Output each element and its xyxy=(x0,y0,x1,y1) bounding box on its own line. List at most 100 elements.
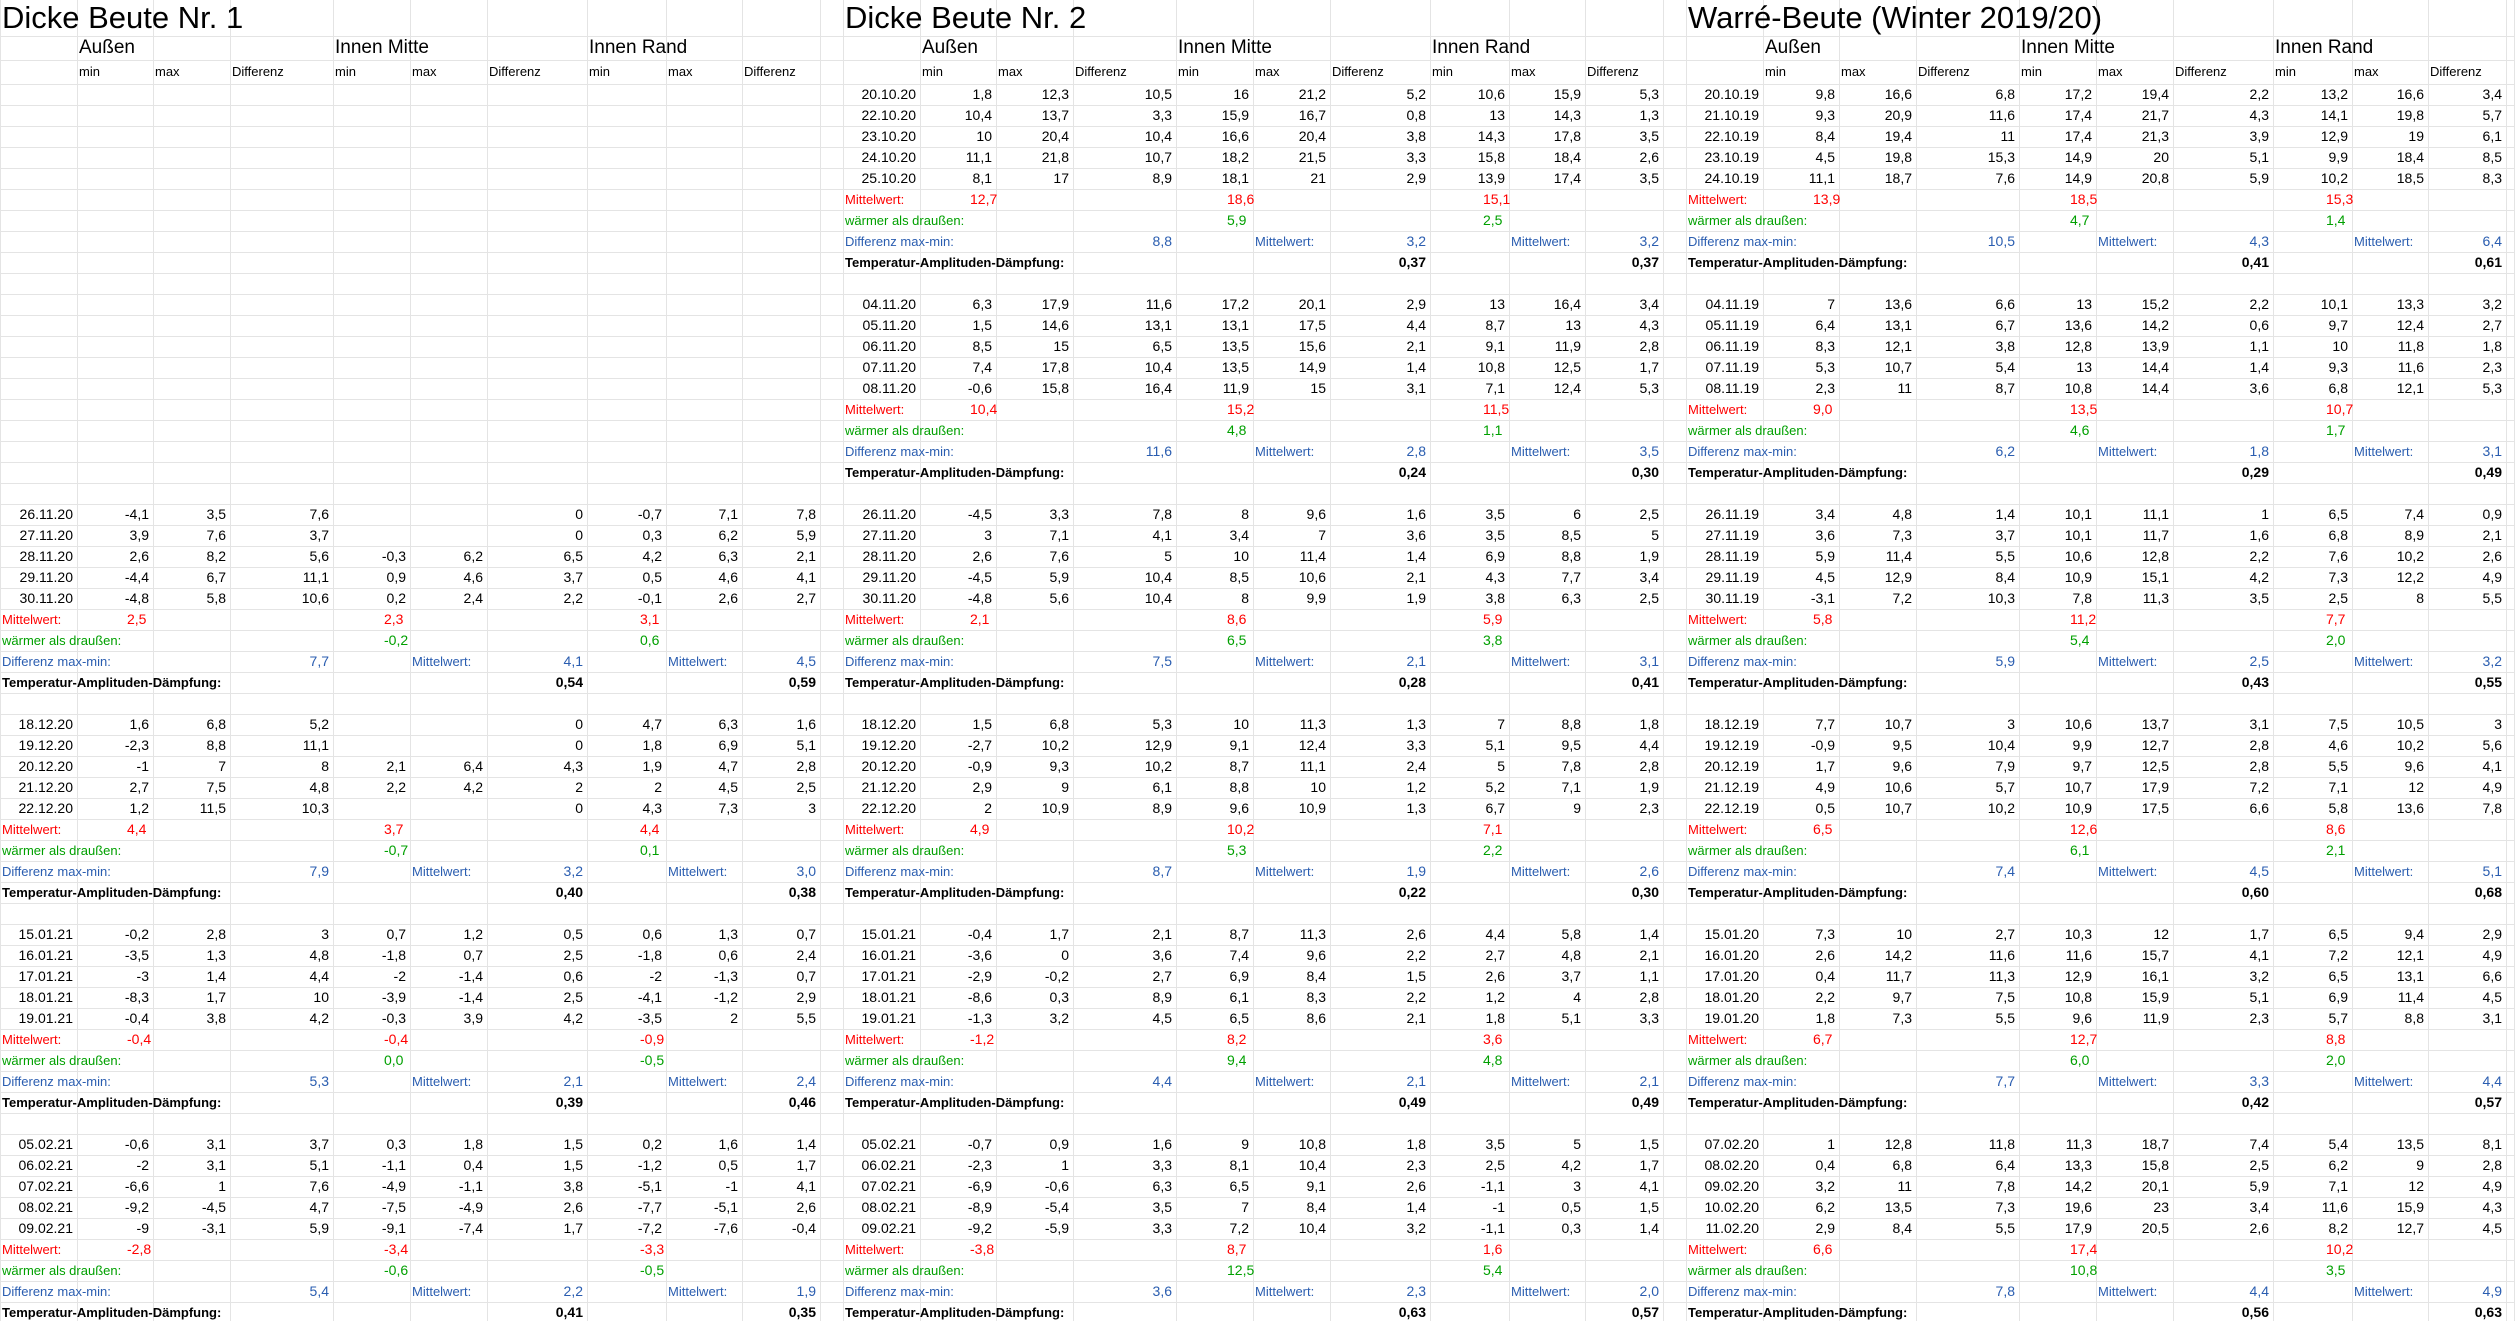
value-cell: 3,5 xyxy=(1152,1199,1172,1215)
value-cell: 2,6 xyxy=(1815,947,1835,963)
date-cell: 21.12.19 xyxy=(1704,779,1760,795)
value-cell: 13,6 xyxy=(2396,800,2424,816)
value-cell: 10,8 xyxy=(2064,989,2092,1005)
value-cell: 2,7 xyxy=(2482,317,2502,333)
value-cell: 5,1 xyxy=(796,737,816,753)
value-cell: -0,7 xyxy=(637,506,662,522)
value-cell: 10,5 xyxy=(1144,86,1172,102)
value-cell: 2,2 xyxy=(386,779,406,795)
value-cell: 2,5 xyxy=(563,989,583,1005)
date-cell: 30.11.20 xyxy=(862,590,916,606)
value-cell: 8,4 xyxy=(1892,1220,1912,1236)
value-cell: -1,1 xyxy=(458,1178,483,1194)
value-cell: 5,7 xyxy=(1995,779,2015,795)
value-cell: 4 xyxy=(1573,989,1581,1005)
value-cell: 4,1 xyxy=(1639,1178,1659,1194)
value-cell: -1,8 xyxy=(637,947,662,963)
value-cell: 7,4 xyxy=(972,359,992,375)
warmer-value: 10,8 xyxy=(2070,1262,2098,1278)
value-cell: 5,1 xyxy=(2249,149,2269,165)
value-cell: 9,6 xyxy=(2404,758,2424,774)
value-cell: 1,8 xyxy=(1485,1010,1505,1026)
value-cell: 6,2 xyxy=(1815,1199,1835,1215)
value-cell: 16,6 xyxy=(1221,128,1249,144)
value-cell: 9,5 xyxy=(1561,737,1581,753)
value-cell: 6,8 xyxy=(206,716,226,732)
value-cell: 18,4 xyxy=(2396,149,2424,165)
mean-label: Mittelwert: xyxy=(1688,822,1748,837)
value-cell: 6,7 xyxy=(206,569,226,585)
value-cell: 11,6 xyxy=(2065,947,2092,963)
value-cell: 3,1 xyxy=(2249,716,2269,732)
value-cell: -0,1 xyxy=(637,590,662,606)
value-cell: 10,4 xyxy=(1298,1220,1326,1236)
value-cell: 0,5 xyxy=(1815,800,1835,816)
date-cell: 11.02.20 xyxy=(1705,1220,1759,1236)
date-cell: 15.01.21 xyxy=(861,926,917,942)
value-cell: 16,1 xyxy=(2141,968,2169,984)
value-cell: 0,3 xyxy=(1049,989,1069,1005)
value-cell: 1,5 xyxy=(1639,1136,1659,1152)
date-cell: 05.02.21 xyxy=(861,1136,917,1152)
date-cell: 22.12.20 xyxy=(18,800,74,816)
value-cell: 4,2 xyxy=(563,1010,583,1026)
value-cell: -7,5 xyxy=(381,1199,406,1215)
value-cell: -0,9 xyxy=(1810,737,1835,753)
date-cell: 21.10.19 xyxy=(1704,107,1760,123)
diff-mean-label: Mittelwert: xyxy=(2098,654,2158,669)
value-cell: 4,4 xyxy=(1639,737,1659,753)
value-cell: 7,3 xyxy=(1995,1199,2015,1215)
diff-mean-value: 5,4 xyxy=(309,1283,329,1299)
mean-value: 4,9 xyxy=(970,821,990,837)
value-cell: 5,6 xyxy=(1049,590,1069,606)
mean-value: -3,3 xyxy=(640,1241,665,1257)
value-cell: 1,1 xyxy=(1639,968,1659,984)
value-cell: 10,8 xyxy=(2064,380,2092,396)
value-cell: 2,2 xyxy=(563,590,583,606)
value-cell: 2,1 xyxy=(796,548,816,564)
value-cell: 2,3 xyxy=(1639,800,1659,816)
value-cell: 5,2 xyxy=(1485,779,1505,795)
value-cell: 13,9 xyxy=(1477,170,1505,186)
mean-value: 2,1 xyxy=(970,611,990,627)
column-header: Differenz xyxy=(1918,64,1970,79)
value-cell: -1,8 xyxy=(381,947,406,963)
value-cell: 4,3 xyxy=(1639,317,1659,333)
diff-label: Differenz max-min: xyxy=(845,444,954,459)
value-cell: 6,3 xyxy=(1561,590,1581,606)
diff-mean-label: Mittelwert: xyxy=(2354,654,2414,669)
diff-mean-label: Mittelwert: xyxy=(412,864,472,879)
warmer-value: 5,3 xyxy=(1227,842,1247,858)
value-cell: 6,5 xyxy=(563,548,583,564)
value-cell: 1,4 xyxy=(1406,359,1426,375)
value-cell: 7,4 xyxy=(2404,506,2424,522)
mean-label: Mittelwert: xyxy=(845,192,905,207)
value-cell: 0,8 xyxy=(1406,107,1426,123)
warmer-value: -0,2 xyxy=(384,632,409,648)
warmer-label: wärmer als draußen: xyxy=(845,1053,965,1068)
value-cell: 2,4 xyxy=(463,590,483,606)
value-cell: 12,9 xyxy=(1884,569,1912,585)
value-cell: 15,9 xyxy=(2396,1199,2424,1215)
diff-label: Differenz max-min: xyxy=(845,1074,954,1089)
value-cell: 6,1 xyxy=(2482,128,2502,144)
value-cell: 13,5 xyxy=(1221,338,1249,354)
diff-mean-value: 4,4 xyxy=(2249,1283,2269,1299)
value-cell: 12 xyxy=(2408,1178,2424,1194)
value-cell: 9,5 xyxy=(1892,737,1912,753)
value-cell: 0,7 xyxy=(796,968,816,984)
warmer-value: 4,8 xyxy=(1483,1052,1503,1068)
value-cell: 8 xyxy=(321,758,329,774)
value-cell: 6,5 xyxy=(1229,1178,1249,1194)
value-cell: 3,5 xyxy=(1485,527,1505,543)
value-cell: 15,8 xyxy=(1041,380,1069,396)
value-cell: 21 xyxy=(1310,170,1326,186)
value-cell: 1,4 xyxy=(1639,1220,1659,1236)
value-cell: 10 xyxy=(976,128,992,144)
value-cell: 2,6 xyxy=(1485,968,1505,984)
warmer-value: 2,1 xyxy=(2326,842,2346,858)
value-cell: 8,4 xyxy=(1995,569,2015,585)
value-cell: -3,1 xyxy=(201,1220,226,1236)
value-cell: 7,6 xyxy=(1049,548,1069,564)
value-cell: 4,3 xyxy=(2482,1199,2502,1215)
